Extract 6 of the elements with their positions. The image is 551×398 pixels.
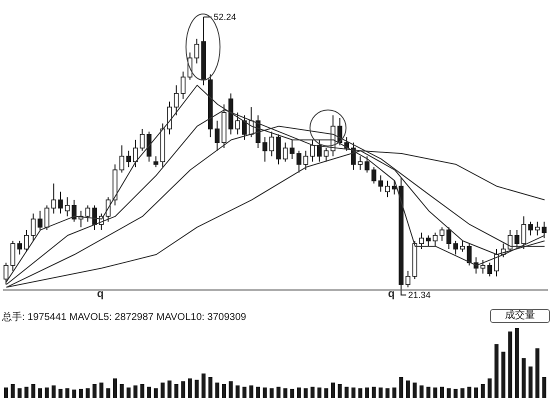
text: 成交量 bbox=[490, 309, 550, 323]
annotation: q bbox=[97, 288, 104, 300]
annotation: q bbox=[388, 288, 395, 300]
text: 总手: 1975441 MAVOL5: 2872987 MAVOL10: 3709309 bbox=[2, 310, 246, 324]
annotation: 52.24 bbox=[214, 12, 236, 22]
annotation: 21.34 bbox=[408, 290, 431, 300]
